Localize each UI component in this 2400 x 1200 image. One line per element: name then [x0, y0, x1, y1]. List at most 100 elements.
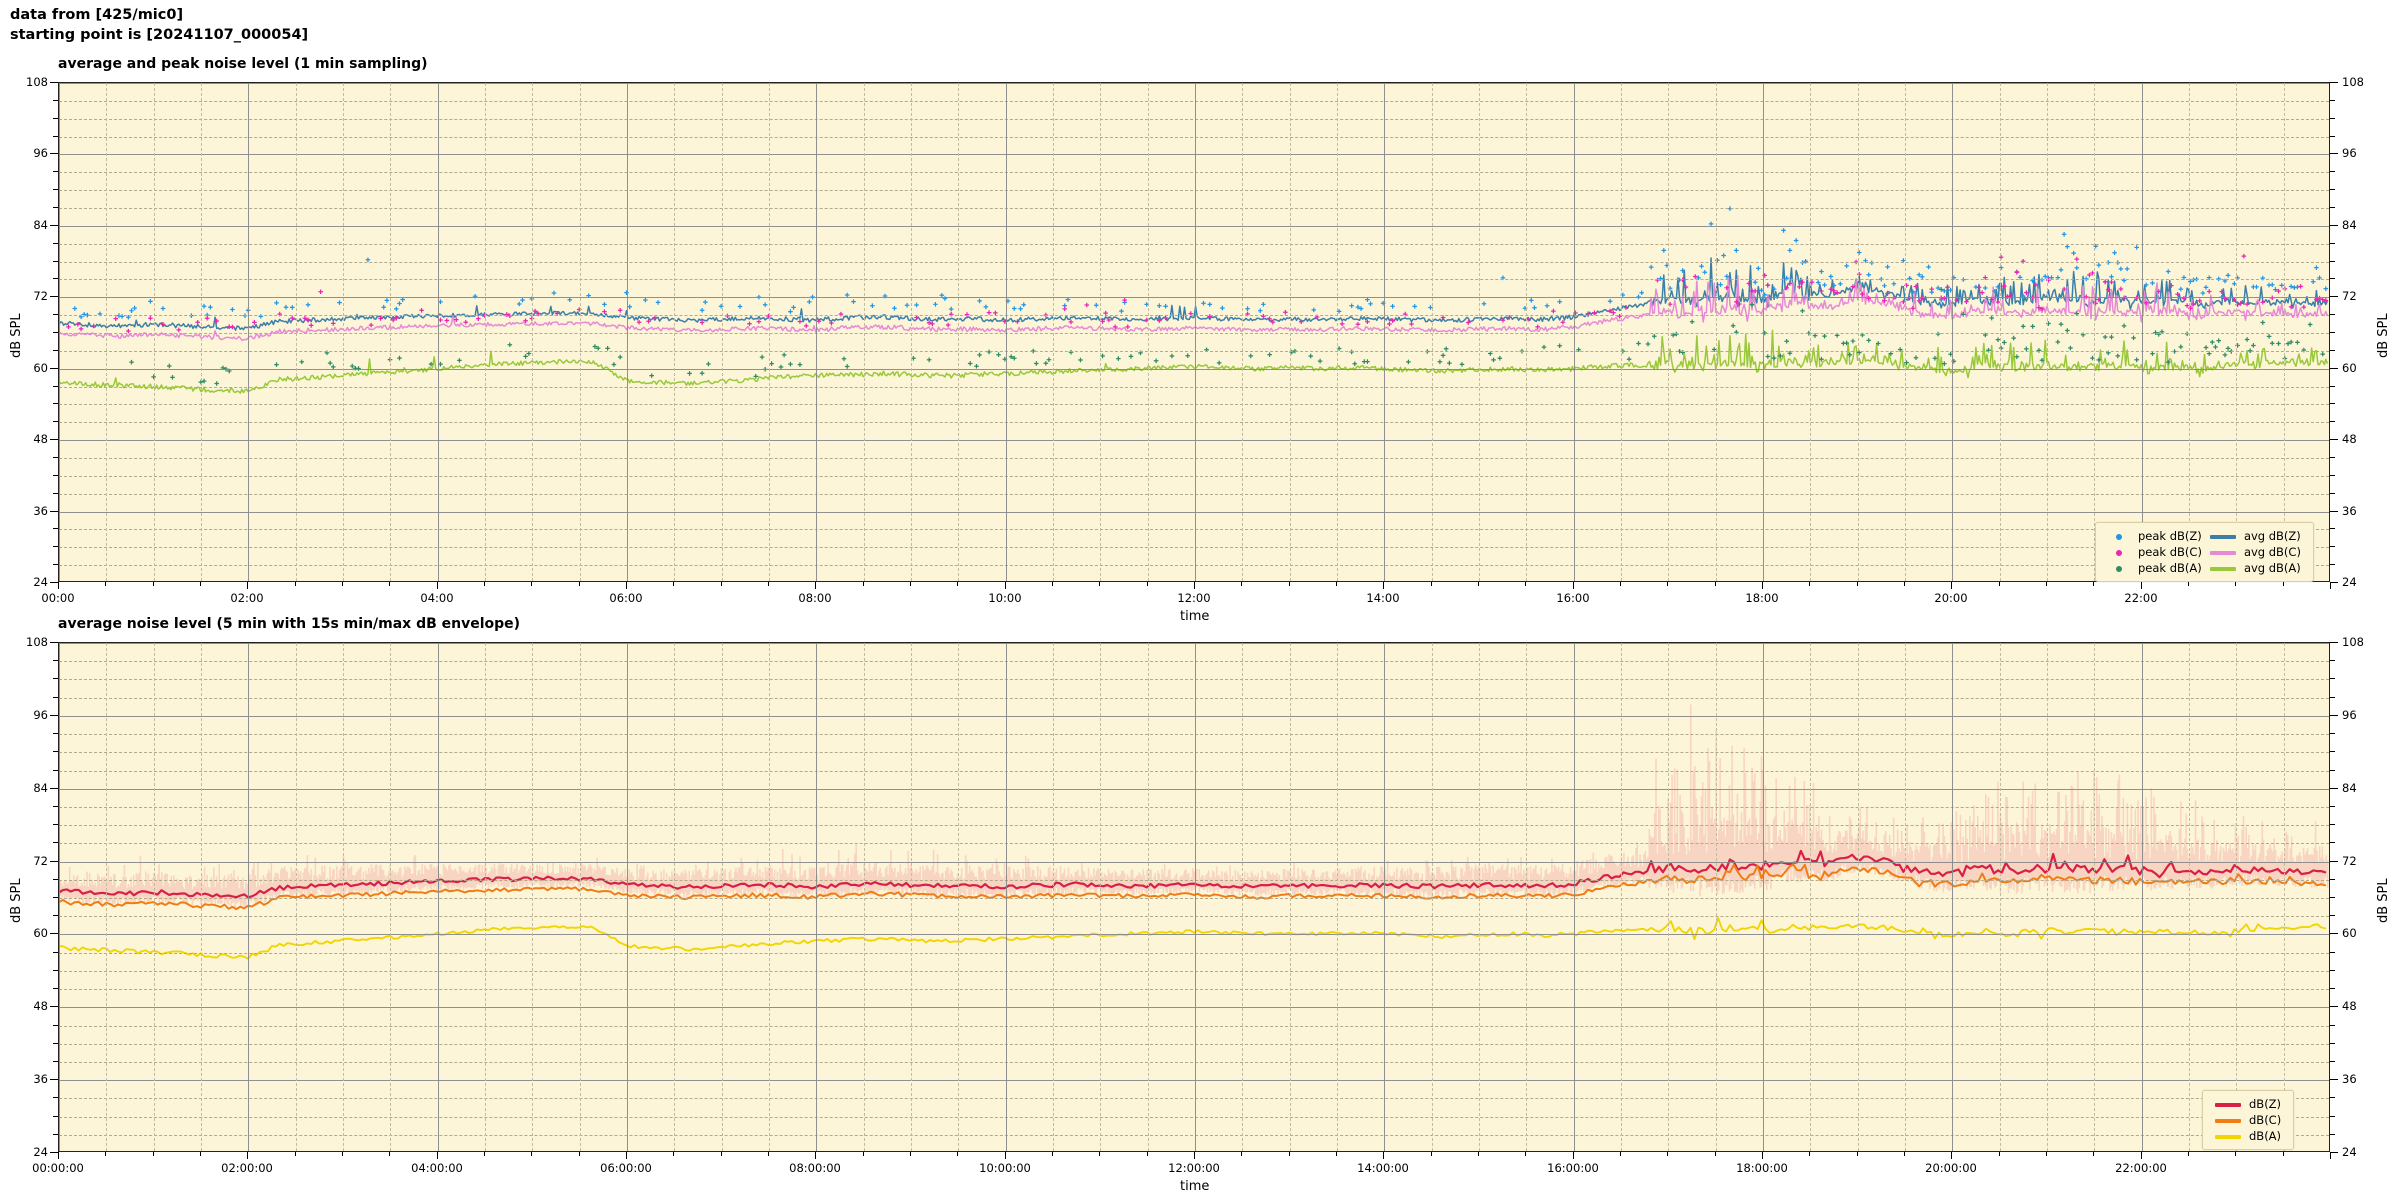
x-axis-tick	[1241, 582, 1242, 586]
x-axis-label: 16:00	[1556, 591, 1590, 605]
y-axis-label-left: 60	[33, 361, 48, 375]
y-axis-tick-left	[50, 861, 58, 862]
x-axis-tick	[1194, 582, 1195, 589]
legend-row: peak dB(C) avg dB(C)	[2104, 544, 2305, 560]
x-axis-tick	[1431, 582, 1432, 586]
y-axis-tick-right	[2330, 546, 2335, 547]
x-axis-tick	[1099, 1152, 1100, 1156]
y-axis-tick-right	[2330, 751, 2335, 752]
chart-bottom-plot-area	[58, 642, 2330, 1152]
series-line-dba	[59, 916, 2327, 960]
legend-line-label: avg dB(Z)	[2243, 529, 2301, 543]
x-axis-tick	[1005, 582, 1006, 589]
y-axis-label-right: 60	[2342, 361, 2357, 375]
y-axis-title-right: dB SPL	[2376, 313, 2391, 358]
x-axis-tick	[1099, 582, 1100, 586]
x-axis-tick	[2141, 582, 2142, 589]
legend-line-swatch	[2206, 560, 2240, 576]
legend-marker-label: peak dB(Z)	[2138, 529, 2202, 543]
y-axis-tick-right	[2330, 100, 2335, 101]
y-axis-tick-right	[2330, 1134, 2335, 1135]
y-axis-tick-left	[53, 1043, 58, 1044]
y-axis-tick-right	[2330, 1152, 2338, 1153]
chart-bottom: average noise level (5 min with 15s min/…	[0, 616, 2400, 1196]
x-axis-label: 08:00	[798, 591, 832, 605]
y-axis-tick-right	[2330, 1097, 2335, 1098]
x-axis-tick	[1620, 582, 1621, 586]
y-axis-tick-right	[2330, 988, 2335, 989]
x-axis-tick	[579, 1152, 580, 1156]
y-axis-tick-left	[53, 475, 58, 476]
y-axis-tick-left	[53, 528, 58, 529]
legend-line-label: dB(A)	[2249, 1129, 2282, 1143]
x-axis-tick	[2046, 1152, 2047, 1156]
x-axis-tick	[1525, 582, 1526, 586]
y-axis-tick-left	[53, 1097, 58, 1098]
chart-bottom-series-canvas	[59, 704, 2329, 960]
y-axis-label-left: 96	[33, 146, 48, 160]
x-axis-tick	[1336, 582, 1337, 586]
x-axis-label: 00:00	[41, 591, 75, 605]
y-axis-tick-right	[2330, 1006, 2338, 1007]
y-axis-tick-right	[2330, 189, 2335, 190]
y-axis-tick-left	[53, 915, 58, 916]
x-axis-tick	[58, 582, 59, 589]
y-axis-tick-left	[53, 806, 58, 807]
y-axis-tick-right	[2330, 439, 2338, 440]
x-axis-label: 20:00:00	[1925, 1161, 1977, 1175]
y-axis-tick-left	[53, 1025, 58, 1026]
y-axis-tick-right	[2330, 660, 2335, 661]
x-axis-tick	[531, 582, 532, 586]
legend-marker-swatch	[2104, 528, 2134, 544]
x-axis-tick	[1289, 1152, 1290, 1156]
y-axis-tick-left	[53, 678, 58, 679]
chart-bottom-legend: dB(Z) dB(C) dB(A)	[2202, 1090, 2295, 1150]
x-axis-tick	[673, 582, 674, 586]
y-axis-tick-left	[53, 988, 58, 989]
y-axis-tick-left	[50, 296, 58, 297]
x-axis-tick	[721, 582, 722, 586]
x-axis-tick	[768, 582, 769, 586]
x-axis-tick	[105, 582, 106, 586]
x-axis-tick	[1383, 582, 1384, 589]
x-axis-tick	[342, 1152, 343, 1156]
x-axis-tick	[1147, 1152, 1148, 1156]
y-axis-tick-left	[50, 511, 58, 512]
x-axis-tick	[1620, 1152, 1621, 1156]
x-axis-label: 02:00:00	[221, 1161, 273, 1175]
y-axis-tick-left	[53, 403, 58, 404]
db-z-envelope	[59, 704, 2329, 909]
y-axis-tick-right	[2330, 678, 2335, 679]
x-axis-tick	[910, 1152, 911, 1156]
legend-row: peak dB(A) avg dB(A)	[2104, 560, 2305, 576]
y-axis-tick-right	[2330, 733, 2335, 734]
y-axis-tick-right	[2330, 171, 2335, 172]
x-axis-tick	[1667, 582, 1668, 586]
x-axis-tick	[153, 582, 154, 586]
x-axis-tick	[2235, 1152, 2236, 1156]
legend-line-label: dB(C)	[2249, 1113, 2282, 1127]
x-axis-tick	[1951, 1152, 1952, 1159]
x-axis-tick	[1383, 1152, 1384, 1159]
peak-markers	[66, 253, 2329, 334]
y-axis-label-right: 72	[2342, 289, 2357, 303]
y-axis-label-right: 60	[2342, 926, 2357, 940]
y-axis-tick-left	[50, 1152, 58, 1153]
x-axis-label: 04:00:00	[411, 1161, 463, 1175]
x-axis-label: 18:00:00	[1736, 1161, 1788, 1175]
peak-scatter-group	[66, 206, 2329, 386]
x-axis-tick	[2283, 1152, 2284, 1156]
y-axis-tick-left	[53, 660, 58, 661]
y-axis-tick-right	[2330, 153, 2338, 154]
x-axis-tick	[342, 582, 343, 586]
y-axis-tick-right	[2330, 368, 2338, 369]
peak-markers	[129, 287, 2326, 386]
x-axis-tick	[1289, 582, 1290, 586]
y-axis-label-left: 72	[33, 854, 48, 868]
legend-row: dB(Z)	[2211, 1096, 2285, 1112]
x-axis-tick	[1715, 582, 1716, 586]
y-axis-tick-left	[53, 970, 58, 971]
y-axis-tick-left	[50, 1079, 58, 1080]
x-axis-tick	[1241, 1152, 1242, 1156]
